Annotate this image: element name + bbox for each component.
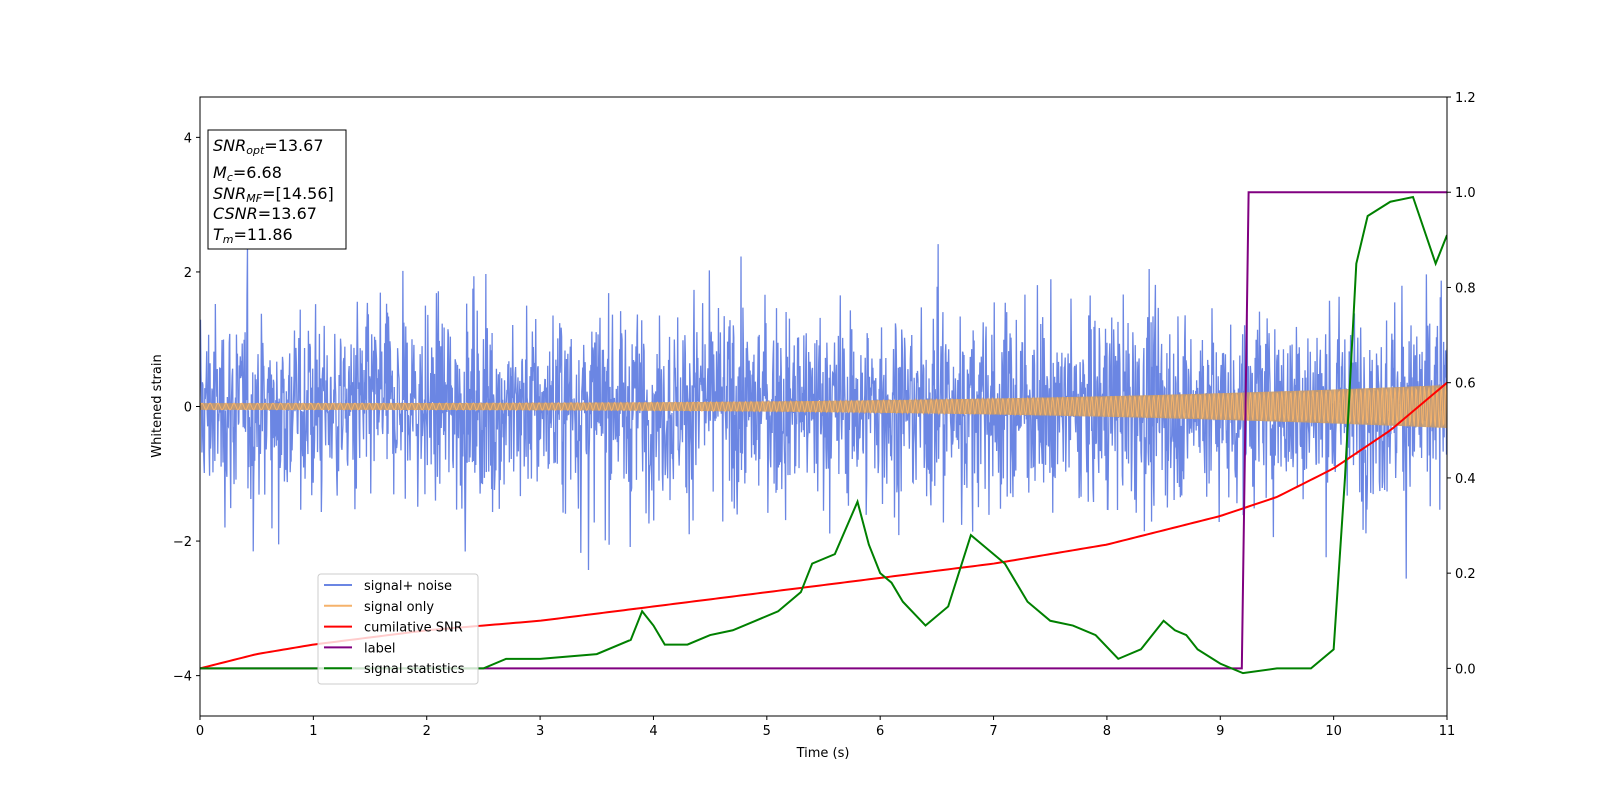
y2-tick-label: 0.0 — [1455, 662, 1476, 677]
legend-signal-noise-label: signal+ noise — [364, 579, 452, 594]
x-tick-label: 1 — [309, 724, 317, 739]
x-axis-label: Time (s) — [796, 746, 850, 761]
stat-snr-mf: SNRMF=[14.56] — [213, 184, 334, 205]
stat-snr-opt: SNRopt=13.67 — [213, 136, 324, 157]
series-signal-only — [200, 385, 1447, 428]
x-tick-label: 10 — [1325, 724, 1342, 739]
y2-tick-label: 1.2 — [1455, 91, 1476, 106]
legend-signal-statistics-label: signal statistics — [364, 662, 465, 677]
legend-cumulative-snr-label: cumilative SNR — [364, 621, 463, 636]
y-tick-label: 0 — [184, 401, 192, 416]
y2-tick-label: 0.2 — [1455, 567, 1476, 582]
series-signal-statistics — [200, 195, 1447, 675]
stat-csnr: CSNR=13.67 — [213, 204, 317, 223]
x-tick-label: 6 — [876, 724, 884, 739]
x-tick-label: 0 — [196, 724, 204, 739]
y-tick-label: 2 — [184, 266, 192, 281]
legend-label-label: label — [364, 641, 395, 656]
x-tick-label: 4 — [649, 724, 657, 739]
x-tick-label: 3 — [536, 724, 544, 739]
x-tick-label: 7 — [989, 724, 997, 739]
series-label — [200, 191, 1447, 670]
series-signal-noise — [200, 244, 1447, 579]
stat-mc: Mc=6.68 — [213, 163, 282, 184]
y-axis-right: 1.2 1.0 0.8 0.6 0.4 0.2 0.0 — [1447, 91, 1476, 677]
stats-box: SNRopt=13.67 Mc=6.68 SNRMF=[14.56] CSNR=… — [207, 129, 347, 250]
x-tick-label: 8 — [1103, 724, 1111, 739]
x-tick-label: 5 — [763, 724, 771, 739]
y2-tick-label: 0.6 — [1455, 377, 1476, 392]
legend: signal+ noise signal only cumilative SNR la… — [317, 573, 479, 685]
y2-tick-label: 0.8 — [1455, 281, 1476, 296]
y-tick-label: −2 — [173, 535, 192, 550]
series-signal-only-envelope — [200, 384, 1447, 429]
x-axis: 0 1 2 3 4 5 6 7 8 9 10 11 — [196, 716, 1455, 739]
y-tick-label: −4 — [173, 670, 192, 685]
x-tick-label: 2 — [423, 724, 431, 739]
x-tick-label: 11 — [1439, 724, 1456, 739]
stat-tm: Tm=11.86 — [213, 225, 293, 246]
y-axis-left: 4 2 0 −2 −4 — [173, 131, 200, 685]
y2-tick-label: 0.4 — [1455, 472, 1476, 487]
x-tick-label: 9 — [1216, 724, 1224, 739]
y-tick-label: 4 — [184, 131, 192, 146]
legend-signal-only-label: signal only — [364, 600, 434, 615]
y-axis-label: Whitened strain — [150, 354, 165, 457]
y2-tick-label: 1.0 — [1455, 186, 1476, 201]
